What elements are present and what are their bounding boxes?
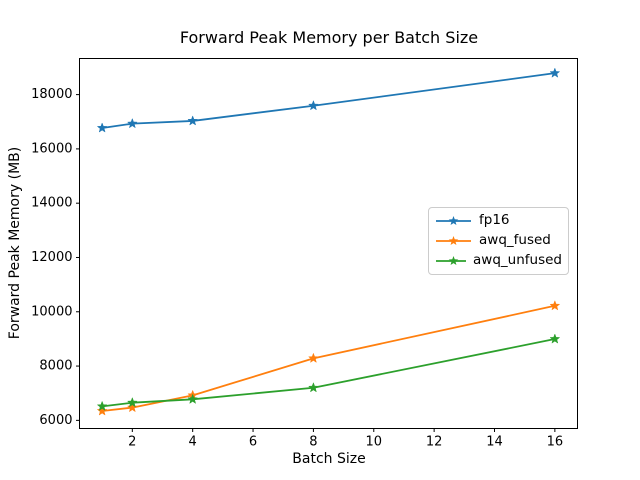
y-tick-label: 6000 [39, 413, 72, 428]
x-tick-label: 14 [486, 434, 503, 449]
y-axis-label: Forward Peak Memory (MB) [7, 146, 23, 340]
x-tick-label: 8 [309, 434, 317, 449]
legend-label: fp16 [479, 212, 510, 229]
data-point-awq_fused [549, 300, 561, 311]
data-point-awq_fused [96, 405, 108, 416]
data-point-fp16 [96, 122, 108, 133]
chart-title: Forward Peak Memory per Batch Size [179, 28, 479, 47]
legend-label: awq_unfused [473, 252, 562, 269]
data-point-awq_unfused [187, 393, 199, 404]
data-point-awq_fused [126, 401, 138, 413]
x-tick-label: 16 [547, 434, 564, 449]
data-point-fp16 [307, 100, 319, 111]
y-tick-label: 18000 [31, 87, 72, 102]
x-tick-label: 4 [189, 434, 197, 449]
data-point-fp16 [549, 67, 561, 78]
axes-spines [79, 58, 578, 429]
x-tick-label: 10 [365, 434, 382, 449]
data-point-awq_unfused [96, 400, 108, 411]
legend-marker-awq_unfused [436, 256, 467, 266]
data-point-awq_unfused [126, 396, 138, 408]
data-point-awq_unfused [307, 382, 319, 393]
data-point-awq_unfused [549, 333, 561, 344]
x-tick-label: 6 [249, 434, 257, 449]
legend-marker-awq_fused [436, 236, 471, 246]
x-axis-label: Batch Size [292, 451, 366, 467]
x-tick-label: 2 [128, 434, 136, 449]
y-tick-label: 8000 [39, 359, 72, 374]
y-tick-label: 12000 [31, 250, 72, 265]
series-line-awq_fused [102, 304, 556, 412]
legend-item-awq_unfused: awq_unfused [435, 254, 562, 268]
legend: fp16 awq_fused awq_unfused [428, 207, 569, 275]
data-point-awq_fused [307, 352, 319, 363]
y-tick-label: 14000 [31, 196, 72, 211]
series-line-fp16 [102, 72, 555, 129]
x-tick-label: 12 [426, 434, 443, 449]
legend-item-fp16: fp16 [435, 214, 562, 228]
series-line-awq_unfused [102, 338, 556, 408]
y-tick-label: 16000 [31, 141, 72, 156]
y-tick-label: 10000 [31, 304, 72, 319]
legend-item-awq_fused: awq_fused [435, 234, 562, 248]
data-point-fp16 [126, 117, 138, 129]
legend-label: awq_fused [479, 232, 551, 249]
legend-marker-fp16 [436, 216, 471, 226]
data-point-fp16 [187, 115, 199, 126]
